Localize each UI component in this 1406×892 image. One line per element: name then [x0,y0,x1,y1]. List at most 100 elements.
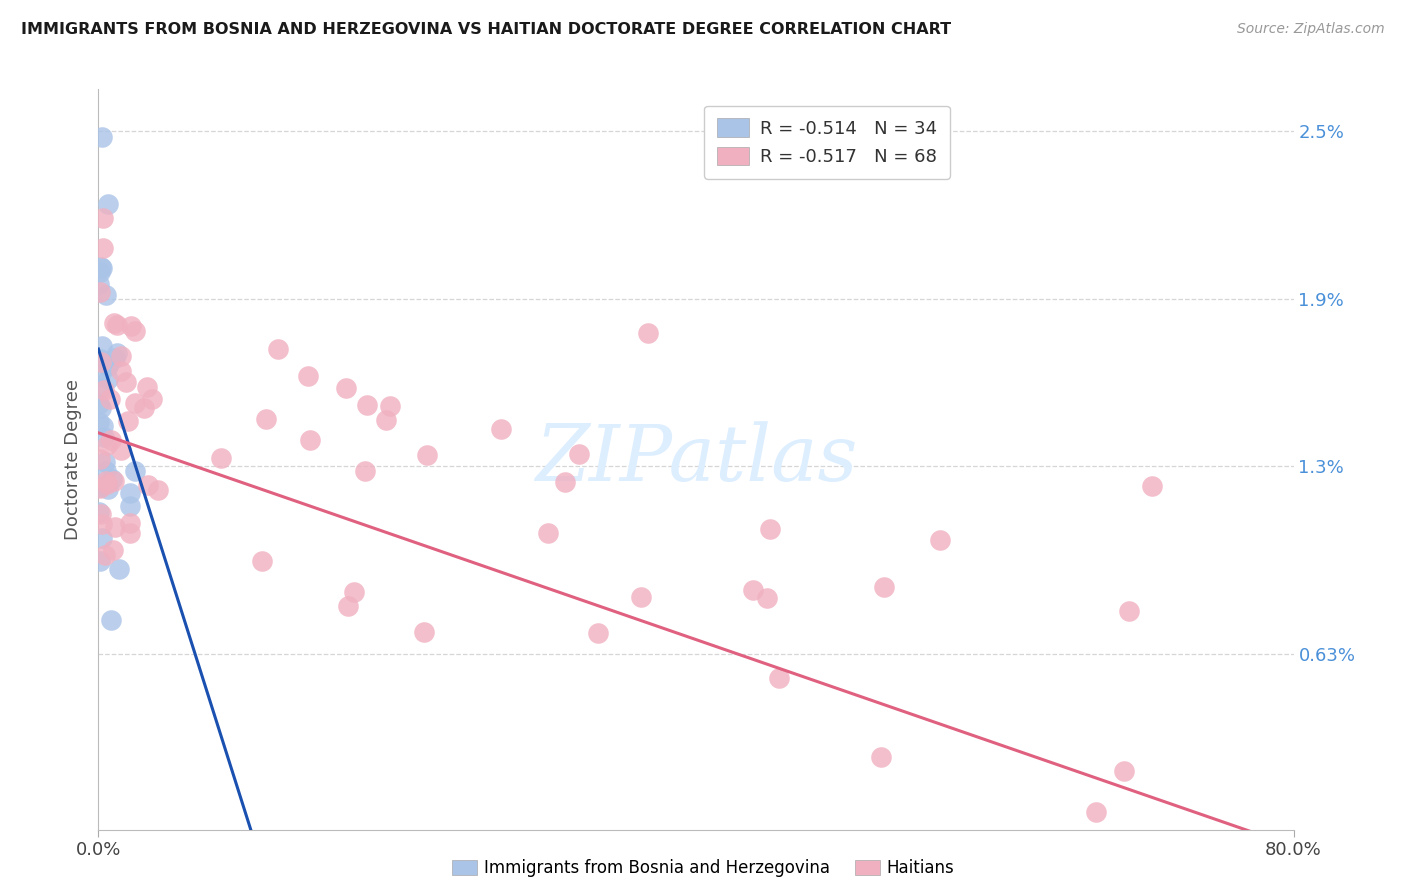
Point [586,625,609,640]
Point [110,443,132,458]
Legend: R = -0.514   N = 34, R = -0.517   N = 68: R = -0.514 N = 34, R = -0.517 N = 68 [704,105,950,178]
Point [105,318,128,332]
Point [97,372,120,386]
Point [343,584,366,599]
Point [96,438,118,452]
Point [380,399,402,413]
Point [568,448,591,462]
Point [124,324,146,338]
Point [105,346,128,360]
Point [97,359,120,374]
Point [94,455,117,469]
Point [416,448,439,462]
Point [90,401,112,415]
Point [104,520,127,534]
Point [755,591,778,606]
Point [759,522,782,536]
Text: Source: ZipAtlas.com: Source: ZipAtlas.com [1237,22,1385,37]
Point [97,197,120,211]
Point [103,316,125,330]
Point [89,482,111,496]
Point [89,381,111,395]
Point [209,451,232,466]
Point [93,430,115,444]
Point [89,554,111,568]
Point [100,433,122,447]
Point [337,599,360,613]
Point [873,580,896,594]
Text: ZIPatlas: ZIPatlas [534,421,858,498]
Y-axis label: Doctorate Degree: Doctorate Degree [65,379,83,540]
Point [267,342,290,356]
Point [90,355,112,369]
Point [91,339,114,353]
Point [94,474,117,488]
Point [1114,764,1136,778]
Point [356,398,378,412]
Point [89,397,111,411]
Text: IMMIGRANTS FROM BOSNIA AND HERZEGOVINA VS HAITIAN DOCTORATE DEGREE CORRELATION C: IMMIGRANTS FROM BOSNIA AND HERZEGOVINA V… [21,22,952,37]
Point [110,349,132,363]
Point [91,418,114,433]
Point [110,364,132,378]
Point [353,464,375,478]
Point [103,474,125,488]
Point [96,464,118,478]
Point [108,562,131,576]
Point [89,480,111,494]
Point [138,478,160,492]
Point [97,359,120,373]
Point [89,451,111,466]
Point [91,211,114,226]
Point [97,483,120,497]
Point [91,242,114,256]
Point [1140,479,1163,493]
Point [89,505,111,519]
Point [94,288,117,302]
Point [120,319,142,334]
Point [91,531,114,545]
Point [89,264,111,278]
Point [90,507,112,521]
Point [1118,604,1140,618]
Point [298,434,321,448]
Point [335,381,357,395]
Point [124,396,146,410]
Point [146,483,169,498]
Point [375,413,398,427]
Point [929,533,952,548]
Point [254,412,277,426]
Point [491,422,513,436]
Point [94,548,117,562]
Legend: Immigrants from Bosnia and Herzegovina, Haitians: Immigrants from Bosnia and Herzegovina, … [446,853,960,884]
Point [93,383,115,397]
Point [118,499,141,513]
Point [91,517,114,532]
Point [117,414,139,428]
Point [637,326,659,341]
Point [768,672,790,686]
Point [90,129,112,144]
Point [100,613,122,627]
Point [537,526,560,541]
Point [141,392,163,406]
Point [630,591,652,605]
Point [136,380,159,394]
Point [1085,805,1108,820]
Point [101,543,124,558]
Point [89,369,111,384]
Point [252,554,274,568]
Point [96,476,118,491]
Point [118,486,141,500]
Point [91,261,114,276]
Point [101,472,124,486]
Point [134,401,156,416]
Point [413,624,436,639]
Point [89,285,111,299]
Point [118,526,141,541]
Point [124,464,146,478]
Point [89,277,111,291]
Point [115,375,138,389]
Point [103,351,125,365]
Point [98,392,121,406]
